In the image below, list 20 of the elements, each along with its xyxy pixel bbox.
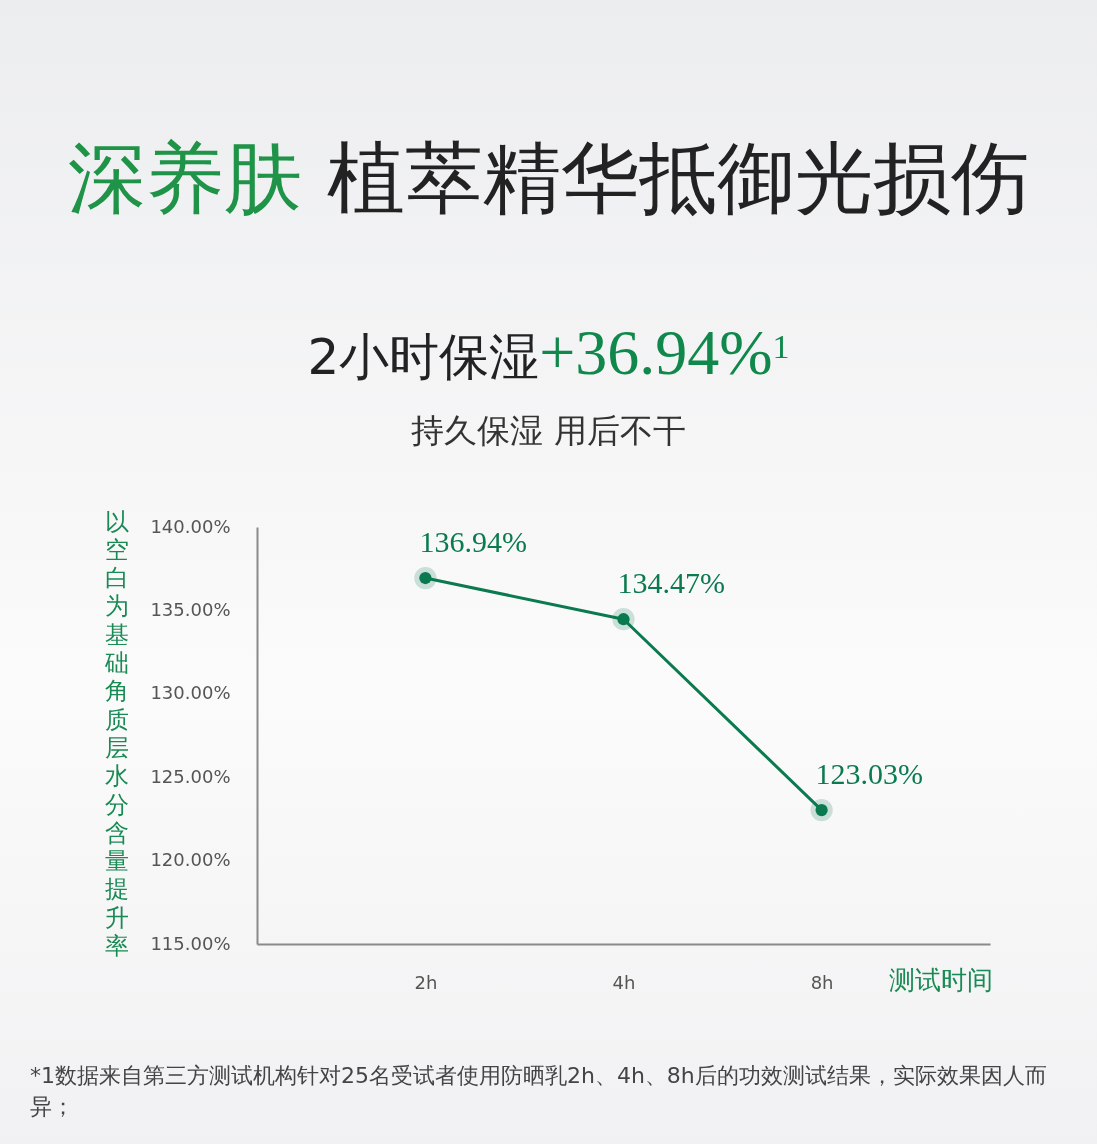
y-tick-label: 125.00%: [150, 765, 231, 787]
text: *1数据来自第三方测试机构针对25名受试者使用防晒乳2h、4h、8h后的功效测试结果，实际效果因人而异；: [30, 1062, 1048, 1121]
y-tick-label: 120.00%: [150, 849, 231, 871]
x-tick-label: 2h: [414, 971, 438, 993]
text: 2小时保湿+36.94%$^{1}$ 持久保湿 用后不干: [307, 317, 790, 450]
data-label: 136.94%: [419, 525, 527, 559]
x-tick-label: 4h: [612, 971, 636, 993]
y-tick-label: 140.00%: [150, 515, 231, 537]
y-tick-label: 130.00%: [150, 682, 231, 704]
chart-title: 深养肤 植萃精华抵御光损伤: [67, 132, 1030, 225]
x-axis-title: 测试时间: [888, 964, 993, 995]
point: [414, 566, 437, 590]
y-tick-label: 135.00%: [150, 598, 231, 620]
text: 以空白为基础角质层水分含量提升率: [104, 507, 129, 960]
point: [612, 608, 635, 631]
point: [810, 798, 833, 822]
y-tick-label: 115.00%: [150, 932, 231, 954]
data-label: 134.47%: [617, 566, 725, 600]
data-label: 123.03%: [815, 757, 924, 791]
x-tick-label: 8h: [810, 971, 834, 993]
